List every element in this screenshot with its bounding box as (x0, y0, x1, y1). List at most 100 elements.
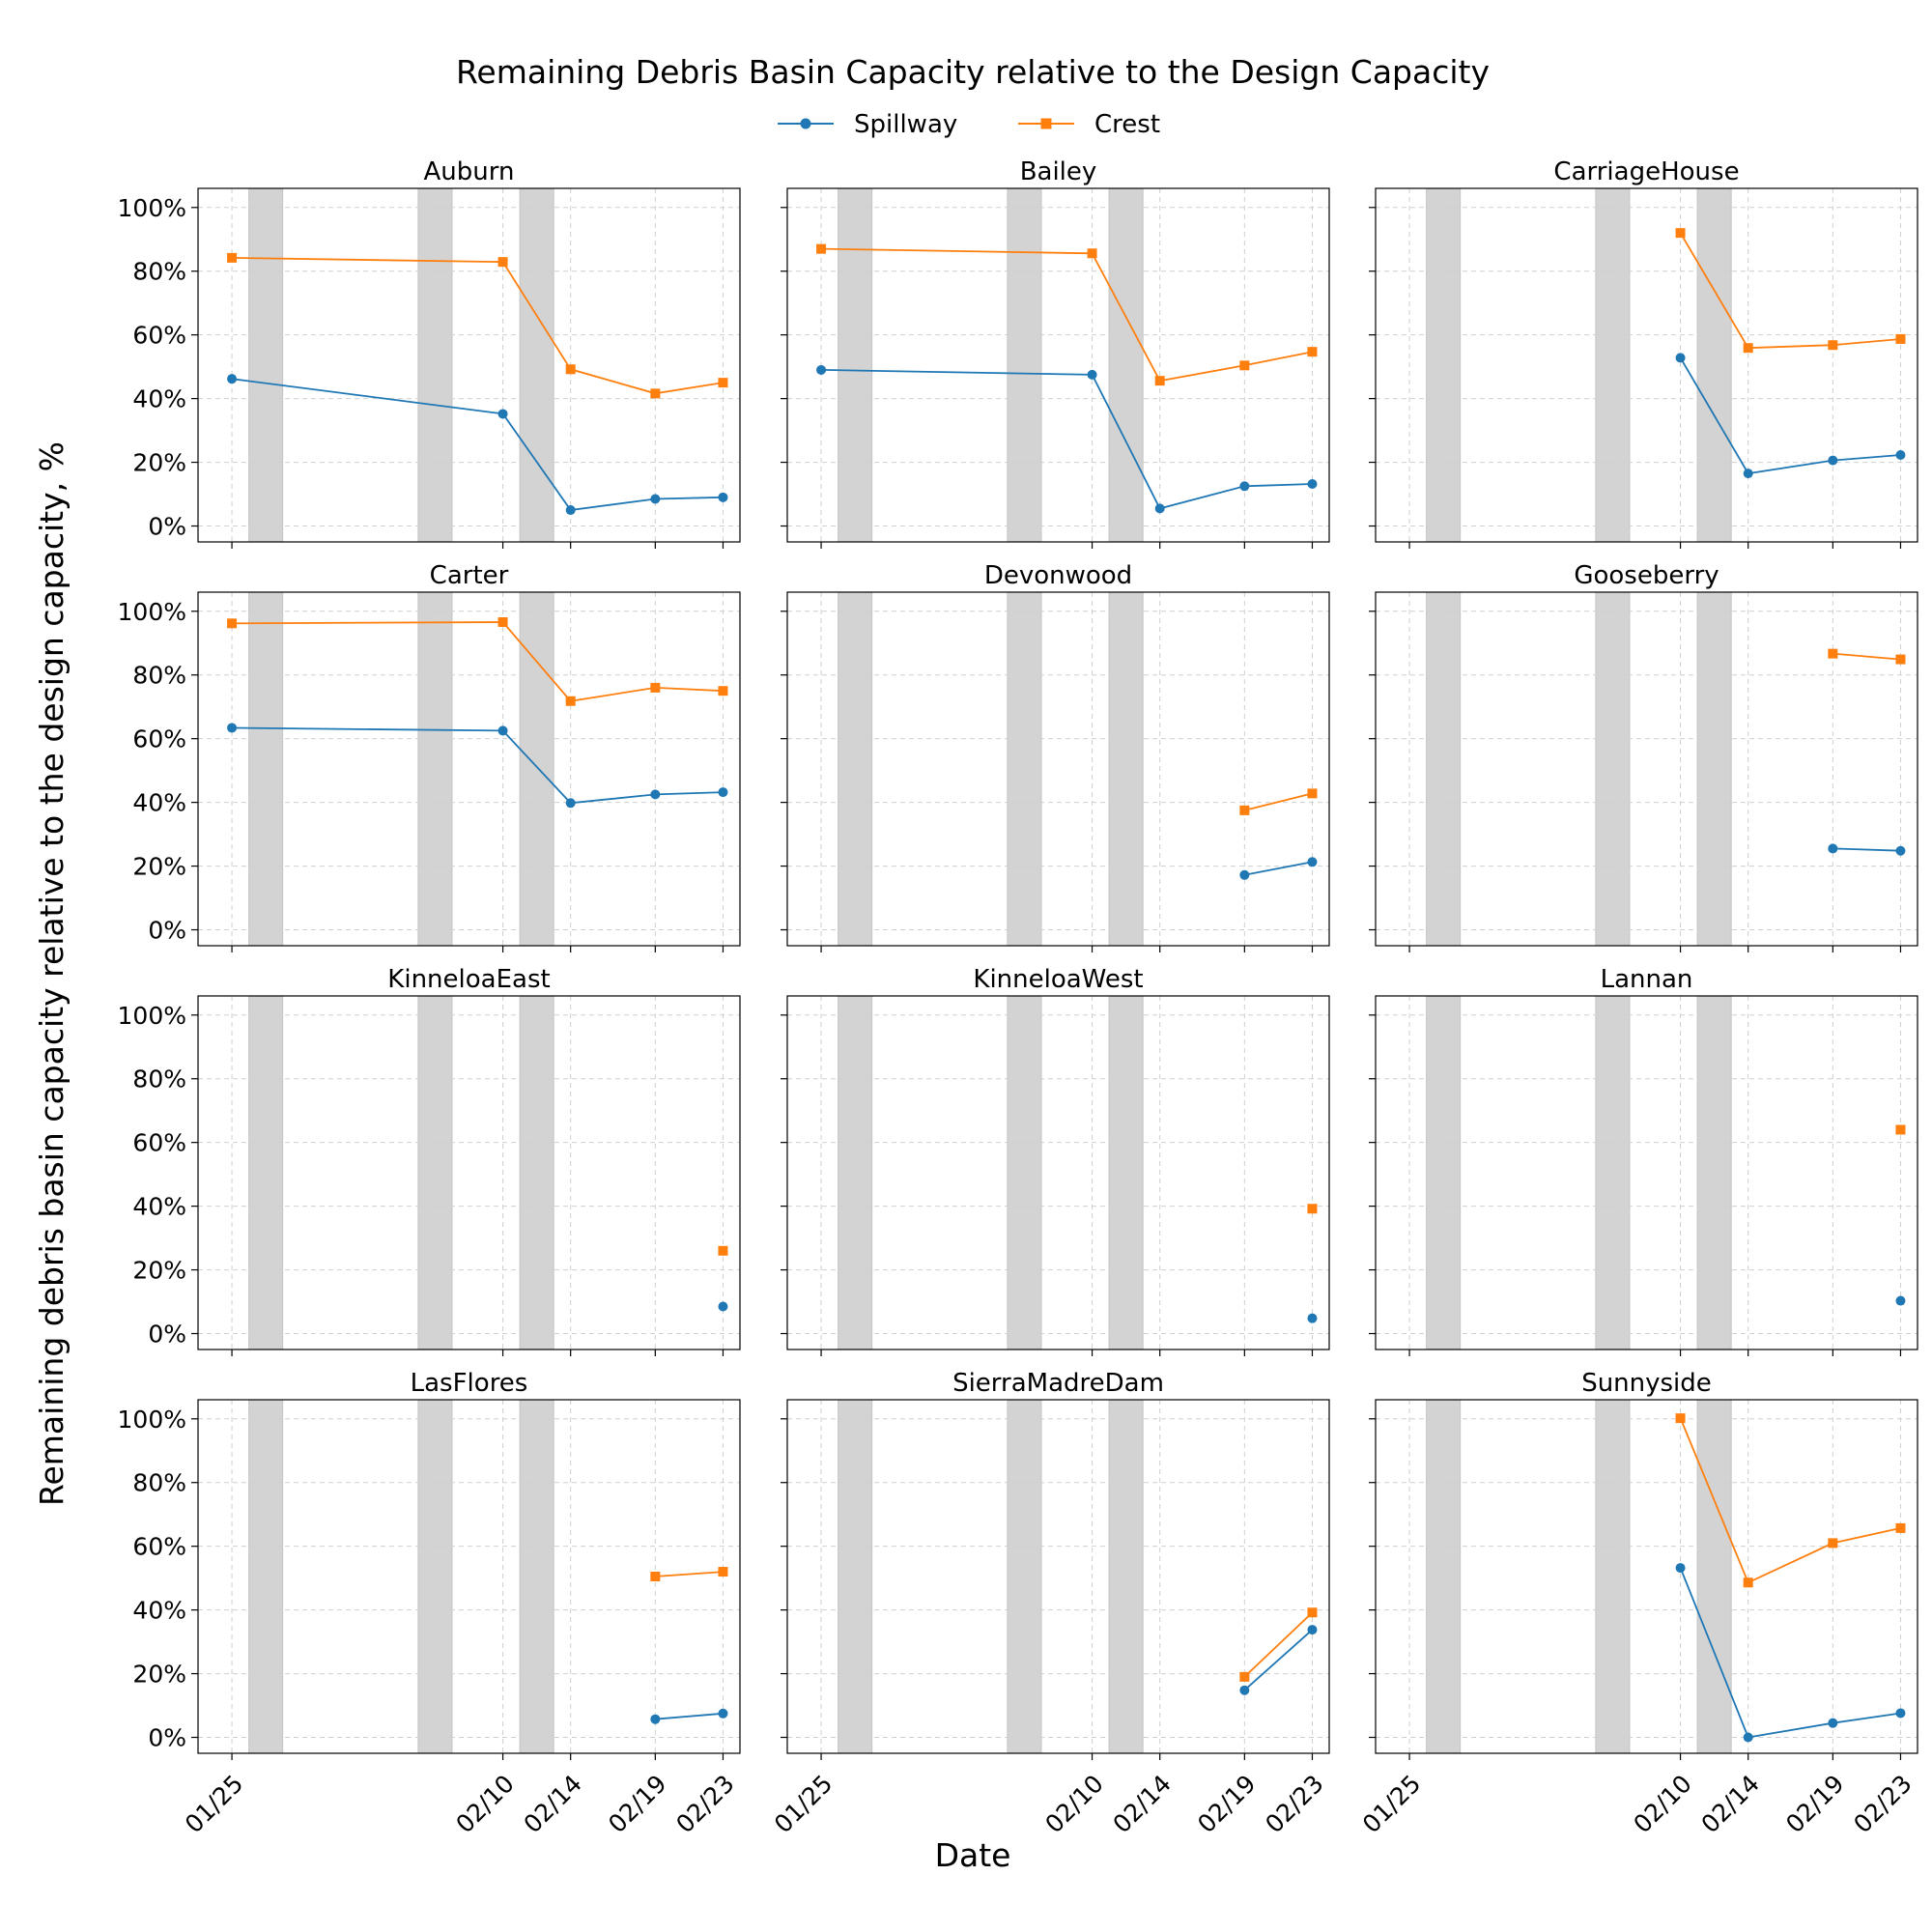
x-tick-label: 02/14 (1695, 1770, 1764, 1838)
crest-line (1679, 232, 1901, 350)
shaded-period-2 (1108, 995, 1144, 1350)
y-tick-label: 0% (148, 1724, 186, 1752)
spillway-line (1679, 356, 1901, 475)
legend-spillway-label: Spillway (854, 110, 957, 139)
shaded-period-1 (1595, 187, 1631, 543)
spillway-line (1243, 1629, 1314, 1691)
crest-point: SierraMadreDam Crest 02/23: 39.2 (1307, 1607, 1318, 1618)
spillway-point: Bailey Spillway 01/25: 49 (816, 364, 827, 375)
x-tick-label: 01/25 (769, 1770, 838, 1838)
shaded-period-2 (1108, 187, 1144, 543)
shaded-period-0 (248, 187, 284, 543)
panel-title-sunnyside: Sunnyside (1581, 1369, 1712, 1398)
crest-point: Lannan Crest 02/23: 64 (1895, 1124, 1906, 1135)
y-tick-label: 40% (132, 789, 186, 817)
spillway-line (655, 1712, 724, 1720)
shaded-period-1 (1007, 995, 1042, 1350)
shaded-period-0 (1426, 995, 1462, 1350)
crest-point: Bailey Crest 02/23: 54.7 (1307, 347, 1318, 357)
crest-point: Bailey Crest 02/14: 45.6 (1154, 376, 1165, 386)
crest-point: KinneloaWest Crest 02/23: 39.2 (1307, 1204, 1318, 1214)
crest-point: CarriageHouse Crest 02/23: 58.7 (1895, 333, 1906, 344)
spillway-point: Gooseberry Spillway 02/19: 25.5 (1828, 843, 1838, 854)
crest-point: Sunnyside Crest 02/19: 61 (1828, 1538, 1838, 1548)
shaded-period-0 (1426, 591, 1462, 947)
panel-title-bailey: Bailey (1020, 157, 1097, 186)
panel-carter: Carter Spillway 01/25: 63.4 Carter Spillw… (118, 561, 741, 952)
crest-point: LasFlores Crest 02/23: 52 (718, 1567, 728, 1577)
crest-point: CarriageHouse Crest 02/14: 55.9 (1743, 343, 1753, 354)
shaded-period-0 (1426, 187, 1462, 543)
spillway-line (821, 369, 1313, 510)
crest-point: LasFlores Crest 02/19: 50.5 (650, 1572, 661, 1581)
shaded-period-1 (417, 187, 453, 543)
spillway-point: Auburn Spillway 02/10: 35.2 (497, 409, 508, 419)
crest-line (1243, 1611, 1314, 1678)
y-tick-label: 80% (132, 258, 186, 286)
y-tick-label: 0% (148, 917, 186, 945)
panel-title-lannan: Lannan (1601, 965, 1693, 994)
x-tick-label: 02/14 (518, 1770, 586, 1838)
y-tick-label: 40% (132, 385, 186, 413)
panel-title-lasflores: LasFlores (411, 1369, 528, 1398)
crest-line (232, 621, 724, 702)
y-tick-label: 0% (148, 513, 186, 541)
crest-line (1833, 652, 1901, 661)
spillway-point: Devonwood Spillway 02/19: 17.2 (1239, 869, 1250, 880)
spillway-point: Bailey Spillway 02/10: 47.5 (1087, 369, 1097, 380)
spillway-point: CarriageHouse Spillway 02/23: 22.3 (1895, 449, 1906, 460)
panel-kinneloawest: KinneloaWest Spillway 02/23: 4.8 Kinneloa… (781, 965, 1330, 1356)
crest-point: Auburn Crest 01/25: 84.2 (227, 252, 238, 263)
shaded-period-2 (1108, 591, 1144, 947)
panel-kinneloaeast: KinneloaEast Spillway 02/23: 8.5 Kinneloa… (118, 965, 741, 1356)
y-tick-label: 80% (132, 1065, 186, 1094)
crest-point: Carter Crest 02/10: 96.6 (497, 616, 508, 627)
spillway-point: Sunnyside Spillway 02/19: 4.5 (1828, 1718, 1838, 1728)
x-tick-label: 02/23 (1260, 1770, 1328, 1838)
shaded-period-2 (519, 995, 554, 1350)
shaded-period-2 (1696, 187, 1732, 543)
panel-title-auburn: Auburn (424, 157, 515, 186)
panel-frame (1375, 1399, 1918, 1754)
y-tick-label: 0% (148, 1321, 186, 1349)
chart-title: Remaining Debris Basin Capacity relative… (456, 53, 1490, 91)
crest-line (821, 247, 1313, 383)
shaded-period-1 (1595, 995, 1631, 1350)
panel-frame (786, 187, 1330, 543)
spillway-point: KinneloaEast Spillway 02/23: 8.5 (718, 1301, 728, 1312)
panel-title-sierramadredam: SierraMadreDam (952, 1369, 1164, 1398)
panel-frame (197, 1399, 741, 1754)
y-tick-label: 20% (132, 853, 186, 881)
spillway-point: CarriageHouse Spillway 02/10: 52.8 (1675, 353, 1686, 363)
shaded-period-1 (1007, 1399, 1042, 1754)
y-tick-label: 100% (118, 194, 186, 222)
crest-point: Sunnyside Crest 02/23: 65.7 (1895, 1522, 1906, 1533)
panel-lannan: Lannan Spillway 02/23: 10.3 Lannan Crest … (1369, 965, 1918, 1356)
crest-point: Sunnyside Crest 02/14: 48.6 (1743, 1577, 1753, 1588)
x-tick-label: 02/10 (1628, 1770, 1696, 1838)
panel-frame (197, 187, 741, 543)
panel-frame (786, 1399, 1330, 1754)
crest-point: Bailey Crest 01/25: 87 (816, 243, 827, 254)
y-tick-label: 60% (132, 1533, 186, 1561)
crest-point: Carter Crest 01/25: 96.2 (227, 618, 238, 629)
y-tick-label: 100% (118, 598, 186, 626)
shaded-period-1 (1007, 187, 1042, 543)
shaded-period-0 (248, 1399, 284, 1754)
legend-crest-label: Crest (1094, 110, 1160, 139)
shaded-period-2 (1108, 1399, 1144, 1754)
crest-point: Devonwood Crest 02/19: 37.5 (1239, 805, 1250, 815)
spillway-point: Bailey Spillway 02/14: 5.5 (1154, 503, 1165, 514)
shaded-period-0 (838, 1399, 873, 1754)
panel-title-kinneloawest: KinneloaWest (973, 965, 1143, 994)
spillway-point: Sunnyside Spillway 02/14: 0 (1743, 1732, 1753, 1743)
shaded-period-0 (838, 187, 873, 543)
crest-point: CarriageHouse Crest 02/19: 56.8 (1828, 340, 1838, 351)
shaded-period-2 (1696, 995, 1732, 1350)
y-tick-label: 40% (132, 1193, 186, 1221)
y-tick-label: 40% (132, 1597, 186, 1625)
x-tick-label: 02/19 (1780, 1770, 1849, 1838)
y-tick-label: 100% (118, 1406, 186, 1434)
spillway-point: LasFlores Spillway 02/19: 5.7 (650, 1714, 661, 1724)
x-tick-label: 02/19 (1192, 1770, 1261, 1838)
